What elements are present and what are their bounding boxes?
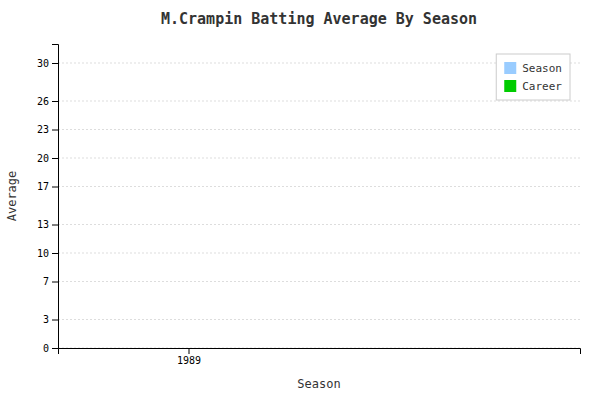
- grid-line: [58, 253, 580, 254]
- tick-mark: [52, 320, 58, 321]
- plot: 1989 0 3 7 10 13 17 20 23 26 30 Season Career: [37, 45, 581, 367]
- tick: 13: [37, 219, 58, 230]
- grid-line: [58, 129, 580, 130]
- chart: 1989 0 3 7 10 13 17 20 23 26 30 Season Career M.Cramp…: [0, 0, 600, 400]
- grid-line: [58, 224, 580, 225]
- tick-label: 26: [37, 96, 49, 107]
- legend-label: Career: [522, 80, 562, 93]
- tick-label: 3: [43, 314, 49, 325]
- axis-line: [59, 349, 581, 355]
- legend-box: [496, 54, 570, 100]
- legend-swatch: [504, 80, 516, 92]
- tick: 3: [43, 314, 58, 325]
- title: M.Crampin Batting Average By Season: [161, 10, 477, 28]
- legend-swatch: [504, 62, 516, 74]
- grid-line: [58, 186, 580, 187]
- tick: 1989: [177, 348, 201, 366]
- tick-mark: [52, 187, 58, 188]
- tick-label: 0: [43, 343, 49, 354]
- x-axis-title: Season: [297, 377, 340, 391]
- grid-line: [58, 319, 580, 320]
- tick-mark: [52, 158, 58, 159]
- tick-label: 23: [37, 124, 49, 135]
- tick-mark: [52, 253, 58, 254]
- grid-line: [58, 158, 580, 159]
- tick-label: 7: [43, 276, 49, 287]
- tick-mark: [52, 282, 58, 283]
- grid-line: [58, 281, 580, 282]
- tick: 7: [43, 276, 58, 287]
- axis-line: [52, 45, 59, 349]
- tick-label: 1989: [177, 355, 201, 366]
- tick-label: 17: [37, 181, 49, 192]
- tick: 20: [37, 153, 58, 164]
- legend-item: Season: [504, 62, 562, 75]
- x-axis: 1989: [59, 348, 581, 366]
- tick-label: 30: [37, 58, 49, 69]
- tick-mark: [189, 348, 190, 354]
- tick-mark: [52, 63, 58, 64]
- tick-mark: [52, 130, 58, 131]
- tick-label: 10: [37, 248, 49, 259]
- tick-mark: [52, 101, 58, 102]
- tick-mark: [52, 348, 58, 349]
- grid: [58, 63, 580, 348]
- tick: 10: [37, 248, 58, 259]
- tick-mark: [52, 225, 58, 226]
- grid-line: [58, 101, 580, 102]
- tick: 30: [37, 58, 58, 69]
- tick: 17: [37, 181, 58, 192]
- tick: 23: [37, 124, 58, 135]
- legend: Season Career: [496, 54, 570, 100]
- y-axis-title: Average: [5, 171, 19, 222]
- tick: 0: [43, 343, 58, 354]
- legend-item: Career: [504, 80, 562, 93]
- tick: 26: [37, 96, 58, 107]
- legend-label: Season: [522, 62, 562, 75]
- tick-label: 20: [37, 153, 49, 164]
- tick-label: 13: [37, 219, 49, 230]
- y-axis: 0 3 7 10 13 17 20 23 26 30: [37, 45, 59, 354]
